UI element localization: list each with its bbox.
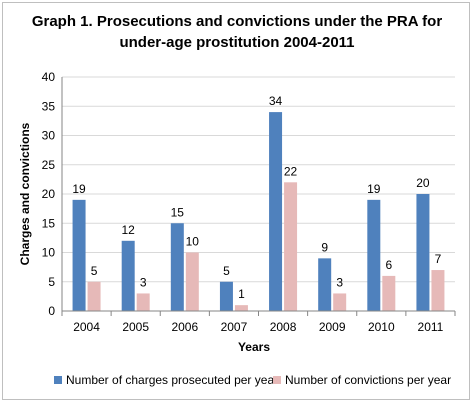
data-label-charges-2005: 12 xyxy=(122,223,136,237)
y-tick-label: 40 xyxy=(42,70,56,84)
data-label-charges-2006: 15 xyxy=(171,205,185,219)
bar-charges-2006 xyxy=(170,223,184,311)
data-label-charges-2008: 34 xyxy=(269,94,283,108)
bar-convictions-2005 xyxy=(136,293,150,311)
legend-label-convictions: Number of convictions per year xyxy=(285,373,451,387)
y-tick-label: 20 xyxy=(42,187,56,201)
legend-label-charges: Number of charges prosecuted per year xyxy=(66,373,278,387)
x-axis-label: Years xyxy=(238,340,270,354)
bar-charges-2005 xyxy=(121,240,135,311)
x-tick-labels: 2004 2005 2006 2007 2008 2009 2010 2011 xyxy=(61,311,456,334)
data-label-charges-2004: 19 xyxy=(72,182,86,196)
bar-convictions-2006 xyxy=(185,252,199,311)
x-tick-label: 2009 xyxy=(319,320,346,334)
data-label-charges-2009: 9 xyxy=(321,240,328,254)
y-tick-label: 15 xyxy=(42,216,56,230)
y-axis-label: Charges and convictions xyxy=(18,122,32,265)
x-tick-label: 2008 xyxy=(270,320,297,334)
y-tick-label: 5 xyxy=(48,275,55,289)
data-label-convictions-2006: 10 xyxy=(186,235,200,249)
x-tick-label: 2011 xyxy=(418,320,444,334)
data-label-convictions-2005: 3 xyxy=(140,275,147,289)
y-tick-label: 35 xyxy=(42,99,56,113)
data-label-charges-2007: 5 xyxy=(223,264,230,278)
bar-convictions-2009 xyxy=(333,293,347,311)
x-tick-label: 2005 xyxy=(122,320,149,334)
data-label-convictions-2010: 6 xyxy=(385,258,392,272)
bar-charges-2007 xyxy=(219,281,233,311)
bar-charges-2010 xyxy=(367,199,381,311)
bar-charges-2009 xyxy=(318,258,332,311)
bars xyxy=(72,112,445,311)
chart-title-line-1: Graph 1. Prosecutions and convictions un… xyxy=(32,13,443,30)
legend-swatch-convictions xyxy=(273,376,281,384)
bar-charges-2011 xyxy=(416,194,430,311)
bar-convictions-2010 xyxy=(382,275,396,311)
data-label-convictions-2011: 7 xyxy=(435,252,442,266)
x-tick-label: 2004 xyxy=(73,320,100,334)
bar-convictions-2008 xyxy=(284,182,298,311)
bar-convictions-2004 xyxy=(87,281,101,311)
chart-title-line-2: under-age prostitution 2004-2011 xyxy=(119,34,354,51)
y-tick-labels: 0 5 10 15 20 25 30 35 40 xyxy=(42,70,56,318)
legend: Number of charges prosecuted per year Num… xyxy=(54,373,451,387)
gridlines xyxy=(62,76,455,283)
bar-convictions-2011 xyxy=(431,270,445,311)
y-tick-label: 25 xyxy=(42,158,56,172)
bar-convictions-2007 xyxy=(234,305,248,311)
y-tick-label: 30 xyxy=(42,129,56,143)
data-label-convictions-2009: 3 xyxy=(336,275,343,289)
data-label-convictions-2004: 5 xyxy=(91,264,98,278)
y-tick-label: 10 xyxy=(42,246,56,260)
x-tick-label: 2006 xyxy=(171,320,198,334)
data-label-charges-2011: 20 xyxy=(416,176,430,190)
data-label-charges-2010: 19 xyxy=(367,182,381,196)
x-tick-label: 2007 xyxy=(221,320,248,334)
x-tick-label: 2010 xyxy=(368,320,395,334)
y-tick-label: 0 xyxy=(48,304,55,318)
data-label-convictions-2007: 1 xyxy=(238,287,245,301)
bar-charges-2008 xyxy=(269,112,283,311)
bar-charges-2004 xyxy=(72,199,86,311)
data-label-convictions-2008: 22 xyxy=(284,164,298,178)
legend-swatch-charges xyxy=(54,376,62,384)
